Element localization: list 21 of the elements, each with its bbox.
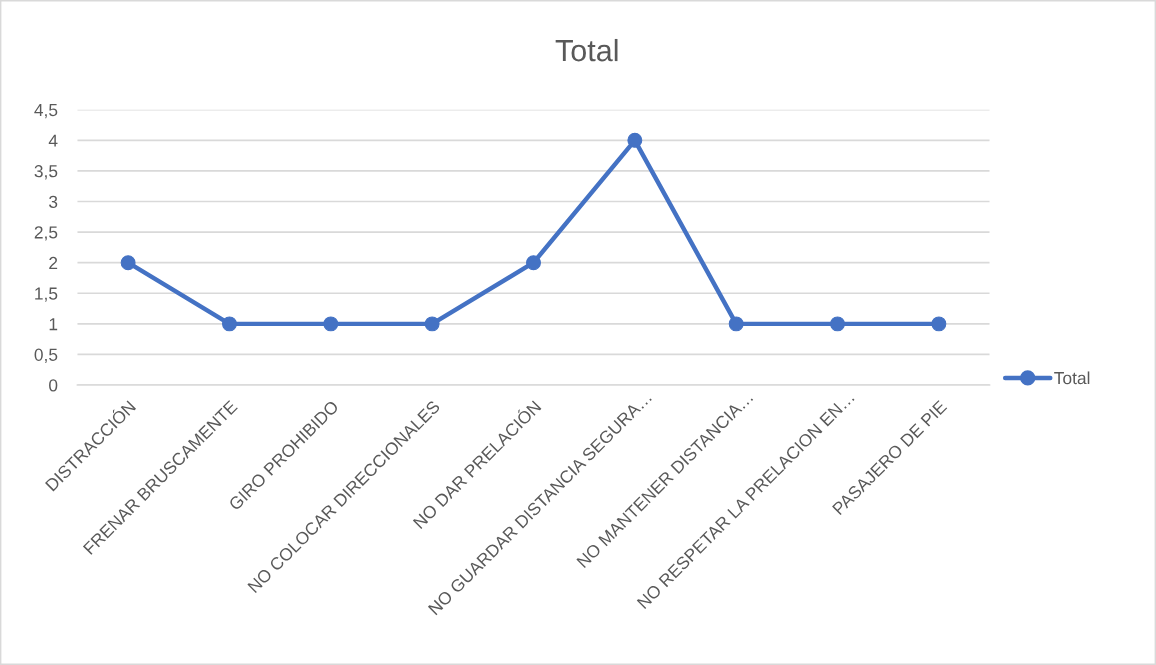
y-tick-label: 0 [49, 379, 58, 392]
y-tick-label: 0,5 [34, 348, 58, 363]
y-tick-label: 2,5 [34, 226, 58, 241]
point [526, 255, 541, 271]
point [222, 316, 237, 332]
point [931, 316, 947, 332]
point [323, 316, 339, 332]
y-tick-label: 3,5 [34, 165, 58, 180]
point [424, 316, 440, 332]
y-tick-label: 1 [49, 318, 58, 331]
point [728, 316, 744, 332]
point [120, 255, 136, 271]
y-tick-label: 3 [49, 195, 58, 208]
point [830, 316, 845, 332]
y-tick-label: 2 [49, 256, 58, 269]
y-tick-label: 1,5 [35, 287, 58, 302]
chart-title: Total [555, 38, 618, 62]
y-tick-label: 4 [48, 134, 58, 147]
y-tick-label: 4,5 [34, 104, 58, 119]
point [627, 132, 643, 148]
legend-label: Total [1054, 371, 1090, 385]
